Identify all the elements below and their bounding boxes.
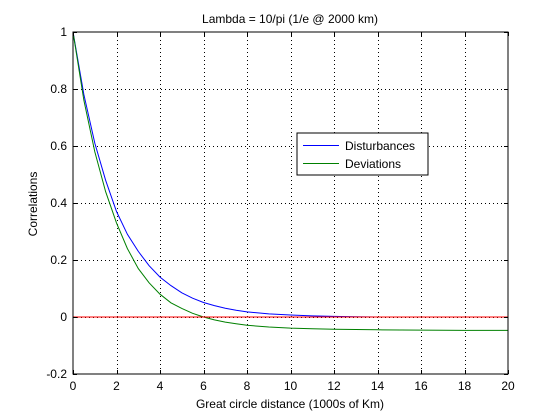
y-tick-label: 0: [60, 310, 67, 324]
x-axis-label: Great circle distance (1000s of Km): [196, 397, 384, 411]
chart-title: Lambda = 10/pi (1/e @ 2000 km): [202, 12, 378, 26]
x-tick-label: 0: [70, 379, 77, 393]
plot-area: [73, 32, 508, 374]
y-tick-label: 0.4: [50, 196, 67, 210]
x-tick-labels: 0 2 4 6 8 10 12 14 16 18 20: [70, 379, 515, 393]
y-tick-labels: -0.2 0 0.2 0.4 0.6 0.8 1: [46, 25, 67, 381]
y-tick-label: -0.2: [46, 367, 67, 381]
y-tick-label: 1: [60, 25, 67, 39]
deviations-line: [72, 31, 508, 331]
x-tick-label: 6: [200, 379, 207, 393]
legend-label-deviations: Deviations: [345, 157, 401, 171]
x-tick-label: 12: [327, 379, 341, 393]
legend: Disturbances Deviations: [296, 132, 429, 176]
legend-label-disturbances: Disturbances: [345, 139, 415, 153]
axis-ticks: [73, 32, 509, 375]
legend-box: [296, 132, 429, 176]
x-tick-label: 8: [244, 379, 251, 393]
y-tick-label: 0.6: [50, 139, 67, 153]
x-tick-label: 18: [458, 379, 472, 393]
y-tick-label: 0.2: [50, 253, 67, 267]
series-layer: [72, 31, 508, 331]
y-tick-label: 0.8: [50, 82, 67, 96]
x-tick-label: 4: [157, 379, 164, 393]
x-tick-label: 20: [501, 379, 515, 393]
x-tick-label: 16: [414, 379, 428, 393]
x-tick-label: 2: [113, 379, 120, 393]
x-tick-label: 10: [284, 379, 298, 393]
x-tick-label: 14: [371, 379, 385, 393]
y-axis-label: Correlations: [26, 172, 40, 237]
